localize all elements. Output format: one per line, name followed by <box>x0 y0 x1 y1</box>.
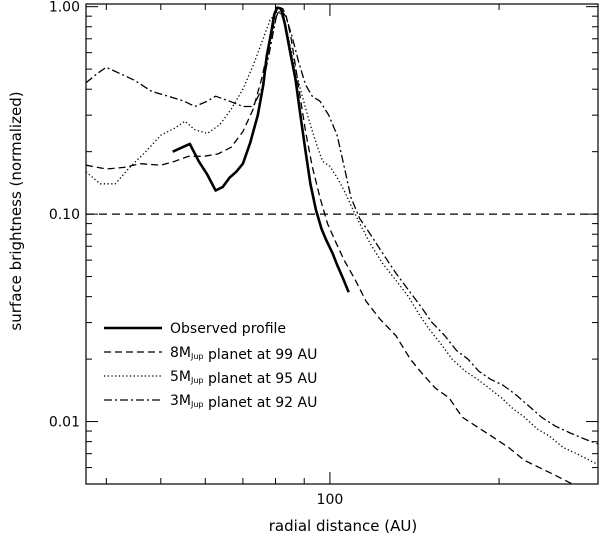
x-axis-label: radial distance (AU) <box>269 517 417 535</box>
series-group <box>85 6 599 485</box>
plot-frame <box>85 3 599 485</box>
legend-label-3: 3MJup planet at 92 AU <box>170 393 317 411</box>
x-tick-label: 100 <box>317 492 344 508</box>
y-tick-label: 0.10 <box>49 207 80 223</box>
legend: Observed profile 8MJup planet at 99 AU 5MJ… <box>104 321 317 411</box>
y-tick-label: 0.01 <box>49 415 80 431</box>
y-axis-label: surface brightness (normalized) <box>7 91 25 330</box>
series-line-2 <box>85 11 599 466</box>
y-tick-label: 1.00 <box>49 0 80 16</box>
legend-label-0: Observed profile <box>170 321 286 337</box>
series-line-0 <box>172 6 350 293</box>
legend-label-2: 5MJup planet at 95 AU <box>170 369 317 387</box>
series-line-3 <box>85 8 599 445</box>
legend-label-1: 8MJup planet at 99 AU <box>170 345 317 363</box>
axes: 0.01 0.10 1.00 100 <box>49 0 599 508</box>
